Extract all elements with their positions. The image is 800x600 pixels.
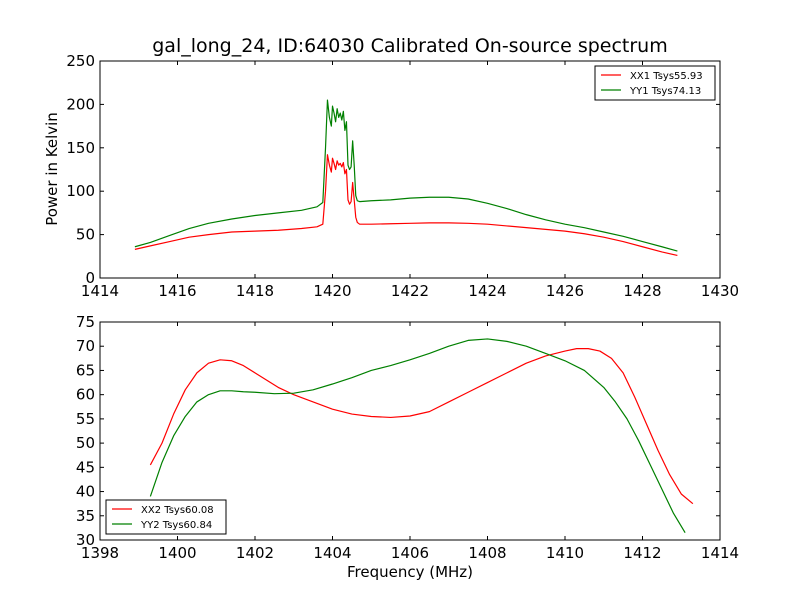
bottom-y-tick-label: 35 (76, 507, 95, 525)
bottom-x-tick-label: 1404 (313, 544, 351, 562)
top-x-tick-label: 1422 (391, 282, 429, 300)
top-legend-box (594, 65, 716, 101)
top-series-line-2 (134, 99, 678, 252)
bottom-y-tick-label: 45 (76, 458, 95, 476)
bottom-y-tick-label: 60 (76, 386, 95, 404)
bottom-x-tick-label: 1398 (81, 544, 119, 562)
bottom-legend-label-2: YY2 Tsys60.84 (140, 520, 212, 531)
bottom-legend-box (105, 499, 227, 535)
top-legend-label-1: XX1 Tsys55.93 (630, 71, 703, 82)
bottom-x-tick-label: 1402 (236, 544, 274, 562)
bottom-subplot: 1398 1400 1402 1404 1406 1408 1410 1412 1414 30 35… (76, 313, 739, 562)
bottom-legend: XX2 Tsys60.08 YY2 Tsys60.84 (105, 499, 227, 535)
top-y-tick-label: 250 (66, 52, 95, 70)
top-legend: XX1 Tsys55.93 YY1 Tsys74.13 (594, 65, 716, 101)
bottom-x-tick-label: 1412 (623, 544, 661, 562)
top-x-tick-label: 1414 (81, 282, 119, 300)
top-y-axis-label: Power in Kelvin (43, 112, 61, 226)
top-x-tick-label: 1416 (158, 282, 196, 300)
bottom-y-tick-label: 40 (76, 483, 95, 501)
bottom-legend-label-1: XX2 Tsys60.08 (141, 505, 214, 516)
bottom-y-tick-label: 65 (76, 361, 95, 379)
chart-title: gal_long_24, ID:64030 Calibrated On-sour… (152, 35, 667, 57)
top-x-tick-label: 1418 (236, 282, 274, 300)
top-y-tick-label: 0 (85, 269, 95, 287)
bottom-series-line-1 (149, 348, 694, 505)
top-x-tick-label: 1428 (623, 282, 661, 300)
top-x-tick-label: 1430 (701, 282, 739, 300)
bottom-y-tick-label: 75 (76, 313, 95, 331)
bottom-x-tick-label: 1414 (701, 544, 739, 562)
top-y-tick-label: 100 (66, 182, 95, 200)
top-series-line-1 (134, 154, 678, 257)
top-y-tick-label: 200 (66, 95, 95, 113)
top-y-tick-label: 50 (76, 226, 95, 244)
top-legend-label-2: YY1 Tsys74.13 (629, 86, 701, 97)
bottom-x-tick-label: 1410 (546, 544, 584, 562)
bottom-x-axis-label: Frequency (MHz) (347, 563, 473, 581)
top-y-tick-label: 150 (66, 139, 95, 157)
bottom-y-tick-label: 50 (76, 434, 95, 452)
bottom-y-tick-label: 70 (76, 337, 95, 355)
top-x-tick-label: 1420 (313, 282, 351, 300)
top-x-tick-label: 1424 (468, 282, 506, 300)
bottom-x-tick-label: 1400 (158, 544, 196, 562)
bottom-series-line-2 (149, 338, 686, 534)
top-x-tick-label: 1426 (546, 282, 584, 300)
bottom-x-tick-label: 1406 (391, 544, 429, 562)
bottom-y-tick-label: 30 (76, 531, 95, 549)
bottom-y-tick-label: 55 (76, 410, 95, 428)
top-subplot: 1414 1416 1418 1420 1422 1424 1426 1428 1430 0 50 1… (66, 52, 739, 300)
bottom-x-tick-label: 1408 (468, 544, 506, 562)
